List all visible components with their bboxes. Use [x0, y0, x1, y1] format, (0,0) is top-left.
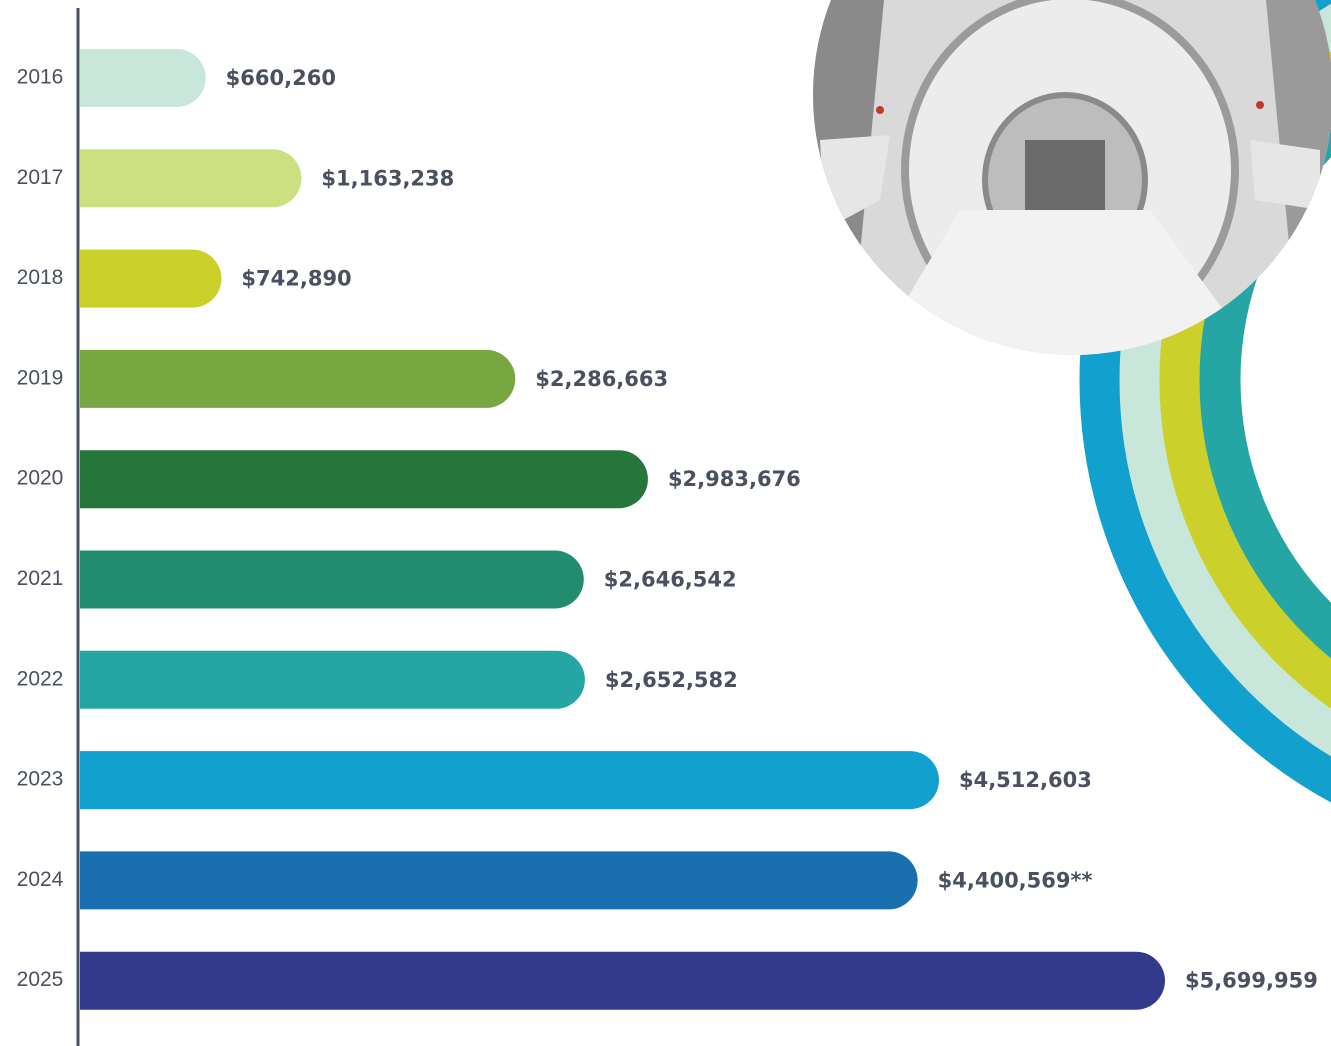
bar	[80, 350, 515, 408]
bar	[80, 49, 206, 107]
y-tick-label: 2020	[17, 467, 64, 490]
value-label: $742,890	[241, 267, 351, 291]
value-label: $2,652,582	[605, 668, 738, 692]
y-tick-label: 2016	[17, 66, 64, 89]
bar	[80, 851, 918, 909]
chart: 2016 $660,260 2017 $1,163,238 2018 $742,890 20…	[0, 0, 1331, 1046]
value-label: $660,260	[226, 66, 336, 90]
value-label: $2,286,663	[535, 367, 668, 391]
y-tick-label: 2018	[17, 266, 64, 289]
value-label: $1,163,238	[321, 166, 454, 190]
bar	[80, 751, 939, 809]
y-tick-label: 2024	[17, 868, 64, 891]
value-label: $2,983,676	[668, 467, 801, 491]
photo	[800, 0, 1331, 360]
y-tick-label: 2022	[17, 667, 64, 690]
bar	[80, 952, 1165, 1010]
y-tick-label: 2023	[17, 768, 64, 791]
y-tick-label: 2025	[17, 968, 64, 991]
value-label: $4,512,603	[959, 768, 1092, 792]
value-label: $2,646,542	[604, 568, 737, 592]
bar	[80, 651, 585, 709]
y-tick-label: 2019	[17, 366, 64, 389]
bar	[80, 551, 584, 609]
value-label: $4,400,569**	[938, 868, 1093, 892]
value-label: $5,699,959	[1185, 969, 1318, 993]
bar	[80, 250, 221, 308]
y-tick-label: 2021	[17, 567, 64, 590]
y-tick-label: 2017	[17, 166, 64, 189]
bar	[80, 450, 648, 508]
bar	[80, 149, 301, 207]
